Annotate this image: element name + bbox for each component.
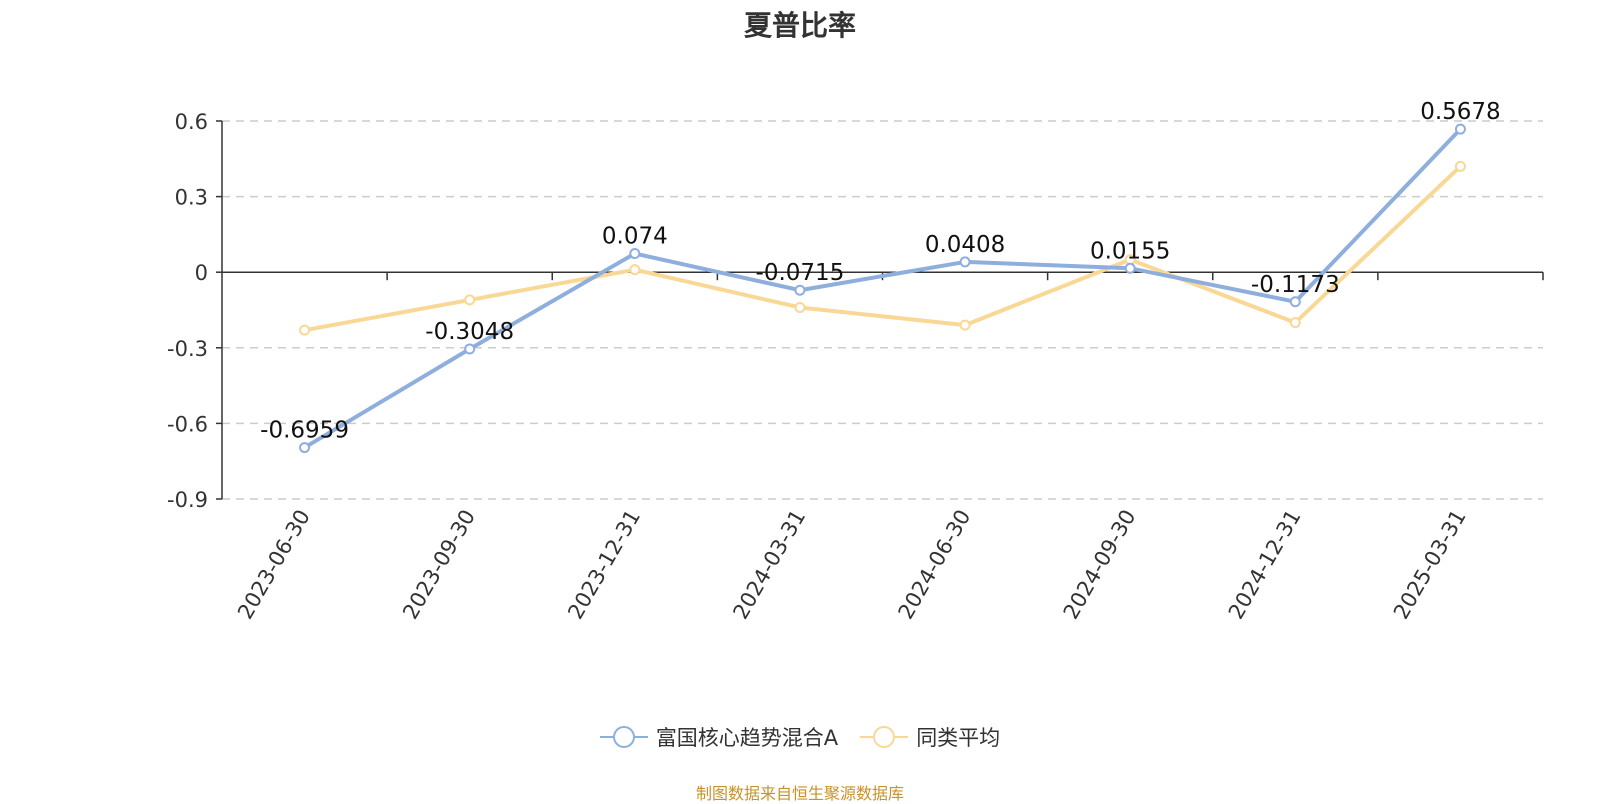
data-point-series-1 (629, 248, 641, 260)
legend-marker-series-2 (860, 726, 909, 748)
data-point-series-1 (464, 343, 476, 355)
data-label: -0.6959 (260, 418, 349, 444)
data-point-series-2 (629, 264, 641, 276)
data-label: 0.0408 (925, 232, 1005, 258)
data-point-series-2 (1454, 160, 1466, 172)
x-tick-label: 2024-12-31 (1224, 506, 1306, 624)
data-point-series-1 (959, 256, 971, 268)
data-label: 0.5678 (1420, 99, 1500, 125)
x-tick-label: 2023-12-31 (563, 506, 645, 624)
x-tick-label: 2024-09-30 (1059, 506, 1141, 624)
data-point-series-2 (299, 324, 311, 336)
data-point-series-1 (1289, 296, 1301, 308)
data-point-series-1 (1124, 262, 1136, 274)
legend: 富国核心趋势混合A 同类平均 (0, 722, 1600, 752)
data-label: -0.0715 (756, 260, 845, 286)
data-point-series-1 (299, 442, 311, 454)
legend-item-series-1[interactable]: 富国核心趋势混合A (599, 722, 839, 752)
source-note: 制图数据来自恒生聚源数据库 (695, 784, 904, 803)
data-label: -0.3048 (425, 319, 514, 345)
data-label: -0.1173 (1251, 272, 1340, 298)
y-tick-label: 0 (195, 261, 208, 285)
series-line-1 (303, 127, 1462, 450)
y-tick-label: -0.3 (167, 337, 208, 361)
data-point-series-1 (794, 284, 806, 296)
legend-label-series-2: 同类平均 (916, 726, 1001, 750)
y-tick-label: 0.6 (175, 110, 208, 134)
data-point-series-2 (464, 294, 476, 306)
data-label: 0.0155 (1090, 238, 1170, 264)
y-tick-label: 0.3 (175, 186, 208, 210)
chart-title: 夏普比率 (743, 9, 856, 42)
data-label: 0.074 (602, 224, 668, 250)
legend-label-series-1: 富国核心趋势混合A (655, 726, 839, 750)
data-point-series-2 (794, 301, 806, 313)
data-point-series-2 (1289, 317, 1301, 329)
legend-marker-series-1 (599, 726, 648, 748)
series-line-2 (304, 164, 1462, 333)
y-tick-label: -0.9 (167, 488, 208, 512)
x-tick-label: 2024-06-30 (894, 506, 976, 624)
x-tick-label: 2024-03-31 (728, 506, 810, 624)
x-tick-label: 2025-03-31 (1389, 506, 1471, 624)
data-point-series-1 (1454, 123, 1466, 135)
data-point-series-2 (959, 319, 971, 331)
y-tick-label: -0.6 (167, 412, 208, 436)
x-tick-label: 2023-06-30 (233, 506, 315, 624)
x-tick-label: 2023-09-30 (398, 506, 480, 624)
legend-item-series-2[interactable]: 同类平均 (860, 722, 1000, 752)
